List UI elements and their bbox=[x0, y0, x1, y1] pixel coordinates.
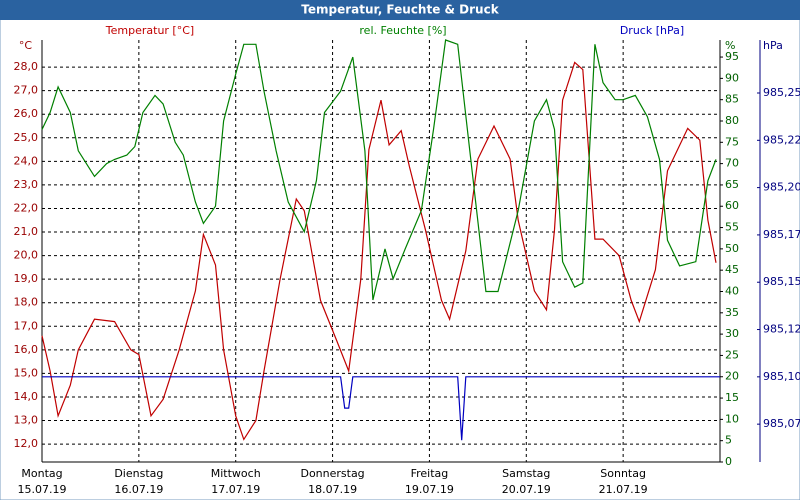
y-tick-label: 18,0 bbox=[14, 296, 39, 309]
y3-unit: hPa bbox=[763, 39, 783, 52]
y-tick-label: 26,0 bbox=[14, 107, 39, 120]
y2-unit: % bbox=[725, 39, 735, 52]
y2-tick-label: 85 bbox=[725, 93, 739, 106]
x-tick-label: Dienstag bbox=[114, 467, 163, 480]
y2-tick-label: 25 bbox=[725, 348, 739, 361]
y3-tick-label: 985,07 bbox=[763, 417, 800, 430]
y3-tick-label: 985,22 bbox=[763, 133, 800, 146]
y2-tick-label: 55 bbox=[725, 221, 739, 234]
y-tick-label: 17,0 bbox=[14, 319, 39, 332]
y2-tick-label: 40 bbox=[725, 284, 739, 297]
y-tick-label: 15,0 bbox=[14, 366, 39, 379]
y-tick-label: 27,0 bbox=[14, 84, 39, 97]
series-line bbox=[41, 39, 717, 301]
y3-tick-label: 985,25 bbox=[763, 86, 800, 99]
x-tick-label: Donnerstag bbox=[300, 467, 364, 480]
y-tick-label: 23,0 bbox=[14, 178, 39, 191]
title-bar bbox=[0, 0, 800, 20]
y3-tick-label: 985,12 bbox=[763, 323, 800, 336]
series-line bbox=[41, 61, 717, 441]
x-tick-date: 19.07.19 bbox=[405, 483, 454, 496]
y2-tick-label: 10 bbox=[725, 412, 739, 425]
y-tick-label: 19,0 bbox=[14, 272, 39, 285]
y-tick-label: 12,0 bbox=[14, 437, 39, 450]
y2-tick-label: 65 bbox=[725, 178, 739, 191]
legend-label: Druck [hPa] bbox=[620, 24, 684, 37]
y-tick-label: 24,0 bbox=[14, 154, 39, 167]
y-tick-label: 21,0 bbox=[14, 225, 39, 238]
y-tick-label: 22,0 bbox=[14, 201, 39, 214]
y-tick-label: 14,0 bbox=[14, 390, 39, 403]
y2-tick-label: 15 bbox=[725, 391, 739, 404]
y2-tick-label: 90 bbox=[725, 71, 739, 84]
series-line bbox=[42, 376, 720, 441]
y2-tick-label: 35 bbox=[725, 306, 739, 319]
y2-tick-label: 0 bbox=[725, 455, 732, 468]
y-tick-label: 20,0 bbox=[14, 249, 39, 262]
x-tick-label: Sonntag bbox=[600, 467, 646, 480]
y2-tick-label: 20 bbox=[725, 370, 739, 383]
y3-tick-label: 985,10 bbox=[763, 370, 800, 383]
y-unit: °C bbox=[19, 39, 33, 52]
y-tick-label: 13,0 bbox=[14, 414, 39, 427]
y2-tick-label: 95 bbox=[725, 50, 739, 63]
y3-tick-label: 985,20 bbox=[763, 181, 800, 194]
y2-tick-label: 5 bbox=[725, 434, 732, 447]
x-tick-label: Freitag bbox=[411, 467, 449, 480]
y2-tick-label: 30 bbox=[725, 327, 739, 340]
x-tick-label: Mittwoch bbox=[211, 467, 261, 480]
y2-tick-label: 45 bbox=[725, 263, 739, 276]
y3-tick-label: 985,17 bbox=[763, 228, 800, 241]
chart-title: Temperatur, Feuchte & Druck bbox=[301, 3, 499, 17]
x-tick-label: Samstag bbox=[502, 467, 550, 480]
x-tick-date: 20.07.19 bbox=[502, 483, 551, 496]
x-tick-date: 21.07.19 bbox=[599, 483, 648, 496]
x-tick-date: 17.07.19 bbox=[211, 483, 260, 496]
y2-tick-label: 80 bbox=[725, 114, 739, 127]
x-tick-date: 18.07.19 bbox=[308, 483, 357, 496]
x-tick-date: 15.07.19 bbox=[18, 483, 67, 496]
y-tick-label: 28,0 bbox=[14, 60, 39, 73]
y2-tick-label: 60 bbox=[725, 199, 739, 212]
y-tick-label: 16,0 bbox=[14, 343, 39, 356]
x-tick-label: Montag bbox=[21, 467, 62, 480]
y3-tick-label: 985,15 bbox=[763, 275, 800, 288]
legend-label: Temperatur [°C] bbox=[105, 24, 194, 37]
legend-label: rel. Feuchte [%] bbox=[359, 24, 446, 37]
y-tick-label: 25,0 bbox=[14, 131, 39, 144]
y2-tick-label: 70 bbox=[725, 157, 739, 170]
y2-tick-label: 50 bbox=[725, 242, 739, 255]
y2-tick-label: 75 bbox=[725, 135, 739, 148]
x-tick-date: 16.07.19 bbox=[114, 483, 163, 496]
